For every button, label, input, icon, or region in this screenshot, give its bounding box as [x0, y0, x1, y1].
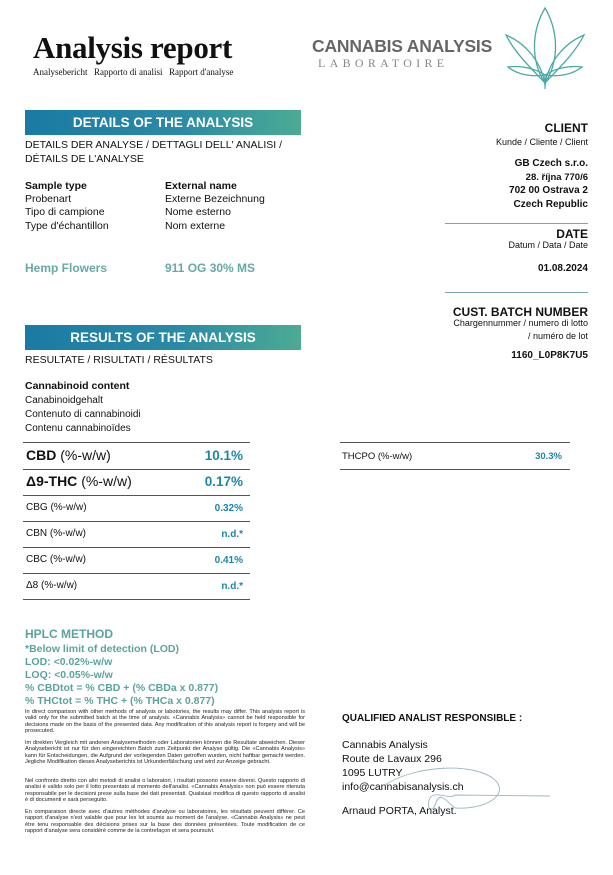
batch-subtitle: Chargennummer / numero di lotto: [453, 318, 588, 328]
cannabinoid-label: Δ9-THC (%-w/w): [26, 473, 132, 489]
report-title: Analysis report: [33, 30, 233, 65]
table-top-rule: [23, 442, 250, 443]
external-name-value: 911 OG 30% MS: [165, 261, 256, 275]
disclaimer-fr: En comparaison directe avec d'autres mét…: [25, 809, 305, 835]
signature: [384, 767, 551, 810]
cannabis-leaf-icon: [504, 6, 586, 89]
cannabinoid-label: CBC (%-w/w): [26, 554, 86, 565]
disclaimer-en: In direct comparison with other methods …: [25, 709, 305, 735]
details-subtitle: DETAILS DER ANALYSE / DETTAGLI DELL' ANA…: [25, 139, 283, 151]
details-banner: DETAILS OF THE ANALYSIS: [25, 110, 301, 135]
subtitle-it: Rapporto di analisi: [94, 67, 163, 77]
client-subtitle: Kunde / Cliente / Client: [495, 137, 588, 147]
results-banner: RESULTS OF THE ANALYSIS: [25, 325, 301, 350]
cannabinoid-value: n.d.*: [221, 581, 243, 592]
cannabinoid-unit: (%-w/w): [49, 554, 87, 565]
cannabinoid-label: CBG (%-w/w): [26, 502, 87, 513]
batch-title: CUST. BATCH NUMBER: [452, 305, 588, 319]
cannabinoid-name: Δ9-THC: [26, 473, 78, 489]
external-name-de: Externe Bezeichnung: [165, 193, 265, 205]
cannabinoid-name: CBC: [26, 554, 48, 565]
analyst-company: Cannabis Analysis: [342, 739, 428, 751]
method-line: LOQ: <0.05%-w/w: [25, 669, 113, 681]
divider: [445, 292, 588, 293]
external-name-fr: Nom externe: [165, 220, 226, 232]
cannabinoid-unit: (%-w/w): [81, 473, 132, 489]
client-title: CLIENT: [544, 121, 588, 135]
method-line: LOD: <0.02%-w/w: [25, 656, 113, 668]
cannabinoid-value: 10.1%: [204, 448, 243, 463]
batch-subtitle-2: / numéro de lot: [527, 331, 588, 341]
cannabinoid-label: CBD (%-w/w): [26, 447, 111, 463]
table-row: CBG (%-w/w) 0.32%: [23, 495, 250, 522]
sample-type-it: Tipo di campione: [25, 206, 105, 218]
analyst-street: Route de Lavaux 296: [342, 753, 442, 765]
external-name-label: External name: [165, 180, 237, 192]
cannabinoid-value: n.d.*: [221, 529, 243, 540]
cannabinoid-name: Δ8: [26, 580, 39, 591]
cannabinoid-value: 0.41%: [214, 555, 243, 566]
table-row: CBN (%-w/w) n.d.*: [23, 521, 250, 548]
details-subtitle-2: DÉTAILS DE L'ANALYSE: [25, 153, 144, 165]
sample-type-label: Sample type: [25, 180, 87, 192]
batch-value: 1160_L0P8K7U5: [511, 350, 588, 361]
cannabinoid-name: CBN: [26, 528, 48, 539]
table-row: CBC (%-w/w) 0.41%: [23, 547, 250, 574]
divider: [445, 223, 588, 224]
client-name: GB Czech s.r.o.: [514, 158, 588, 169]
cannabinoid-unit: (%-w/w): [60, 447, 111, 463]
cannabinoid-value: 0.17%: [204, 474, 243, 489]
logo-name: CANNABIS ANALYSIS: [312, 36, 493, 56]
external-name-it: Nome esterno: [165, 206, 231, 218]
cannabinoid-label: CBN (%-w/w): [26, 528, 86, 539]
sample-type-fr: Type d'échantillon: [25, 220, 109, 232]
subtitle-de: Analysebericht: [33, 67, 88, 77]
results-subtitle: RESULTATE / RISULTATI / RÉSULTATS: [25, 354, 213, 366]
cannabinoid-unit: (%-w/w): [50, 502, 87, 513]
sample-type-value: Hemp Flowers: [25, 261, 108, 275]
disclaimer-it: Nel confronto diretto con altri metodi d…: [25, 778, 305, 804]
logo-sub: LABORATOIRE: [318, 56, 449, 70]
date-subtitle: Datum / Data / Date: [508, 240, 588, 250]
method-title: HPLC METHOD: [25, 627, 113, 641]
table-row: Δ9-THC (%-w/w) 0.17%: [23, 469, 250, 496]
method-line: *Below limit of detection (LOD): [25, 643, 179, 655]
client-country: Czech Republic: [513, 199, 588, 210]
cannabinoid-value: 0.32%: [214, 503, 243, 514]
content-fr: Contenu cannabinoïdes: [25, 423, 131, 434]
disclaimer-de: Im direkten Vergleich mit anderen Analys…: [25, 740, 305, 766]
table-row: CBD (%-w/w) 10.1%: [23, 443, 250, 470]
thcpo-label: THCPO (%-w/w): [342, 451, 413, 462]
subtitle-fr: Rapport d'analyse: [169, 67, 234, 77]
cannabinoid-label: Δ8 (%-w/w): [26, 580, 77, 591]
cannabinoid-unit: (%-w/w): [49, 528, 87, 539]
table-row: Δ8 (%-w/w) n.d.*: [23, 573, 250, 600]
analyst-signature-name: Arnaud PORTA, Analyst.: [342, 805, 457, 817]
cannabinoid-unit: (%-w/w): [41, 580, 78, 591]
date-value: 01.08.2024: [537, 263, 588, 274]
thcpo-value: 30.3%: [535, 451, 562, 462]
method-line: % THCtot = % THC + (% THCa x 0.877): [25, 695, 215, 707]
sample-type-de: Probenart: [25, 193, 72, 205]
content-de: Canabinoidgehalt: [25, 395, 103, 406]
analyst-city: 1095 LUTRY: [342, 767, 403, 779]
method-line: % CBDtot = % CBD + (% CBDa x 0.877): [25, 682, 219, 694]
client-city: 702 00 Ostrava 2: [509, 185, 588, 196]
content-it: Contenuto di cannabinoidi: [25, 409, 141, 420]
analyst-email: info@cannabisanalysis.ch: [342, 781, 464, 793]
client-street: 28. října 770/6: [525, 172, 588, 183]
cannabinoid-name: CBG: [26, 502, 48, 513]
analyst-title: QUALIFIED ANALIST RESPONSIBLE :: [342, 713, 523, 724]
table-row-thcpo: THCPO (%-w/w) 30.3%: [340, 442, 570, 470]
date-title: DATE: [556, 227, 588, 241]
cannabinoid-name: CBD: [26, 447, 57, 463]
cannabinoid-content-label: Cannabinoid content: [25, 380, 130, 392]
